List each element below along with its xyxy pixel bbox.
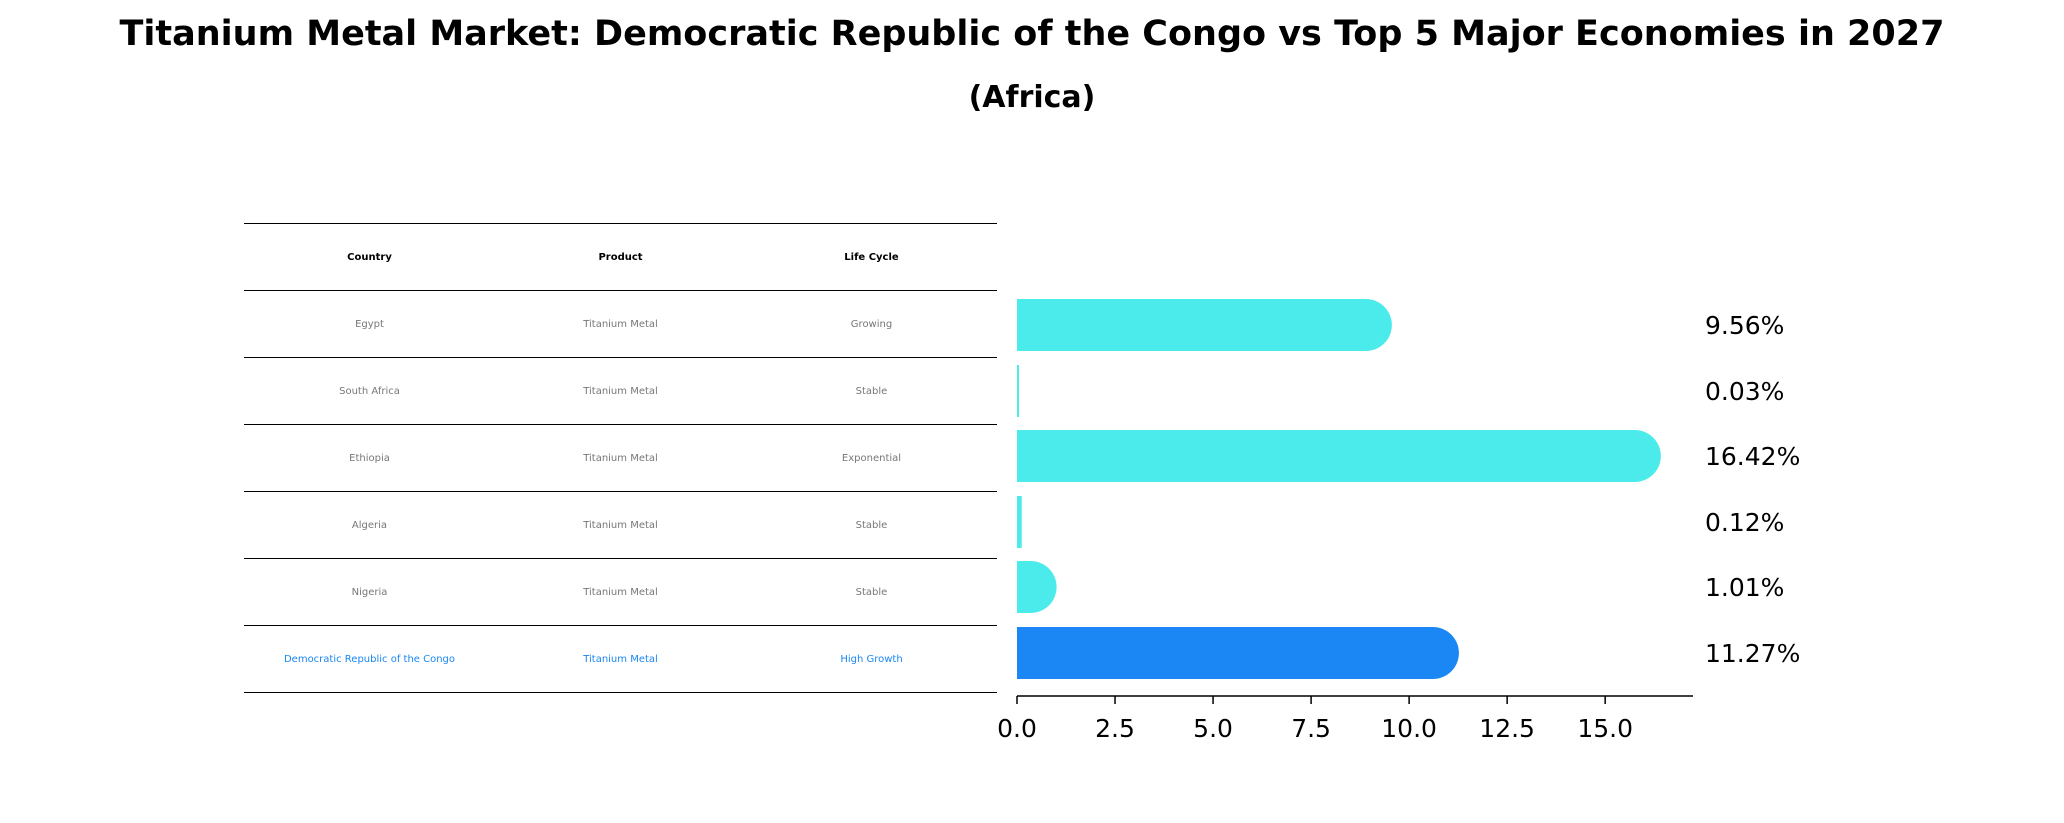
bar-value-label: 0.03%: [1705, 377, 1784, 406]
table-row: Algeria Titanium Metal Stable: [244, 491, 997, 559]
bar-value-label: 9.56%: [1705, 311, 1784, 340]
table-cell-country: Nigeria: [244, 558, 495, 626]
col-header-life-cycle: Life Cycle: [746, 223, 997, 291]
bar: [1017, 299, 1392, 351]
table-cell-life-cycle: Stable: [746, 357, 997, 425]
table-header-row: Country Product Life Cycle: [244, 223, 997, 291]
table-cell-country: Egypt: [244, 290, 495, 358]
table-cell-country: Algeria: [244, 491, 495, 559]
bar: [1017, 561, 1057, 613]
col-header-country: Country: [244, 223, 495, 291]
x-tick-label: 2.5: [1095, 714, 1135, 743]
chart-title: Titanium Metal Market: Democratic Republ…: [119, 14, 1945, 54]
table-cell-life-cycle: High Growth: [746, 625, 997, 693]
bar-value-label: 0.12%: [1705, 508, 1784, 537]
country-table: Country Product Life Cycle Egypt Titaniu…: [244, 223, 997, 693]
x-tick-label: 5.0: [1193, 714, 1233, 743]
table-row: Egypt Titanium Metal Growing: [244, 290, 997, 358]
chart-subtitle: (Africa): [968, 80, 1096, 115]
table-cell-product: Titanium Metal: [495, 625, 746, 693]
x-tick-label: 7.5: [1291, 714, 1331, 743]
x-tick-label: 15.0: [1577, 714, 1633, 743]
x-tick-label: 0.0: [997, 714, 1037, 743]
x-tick-label: 12.5: [1479, 714, 1535, 743]
bar-value-label: 11.27%: [1705, 639, 1800, 668]
col-header-product: Product: [495, 223, 746, 291]
bar: [1017, 430, 1661, 482]
table-row-highlighted: Democratic Republic of the Congo Titaniu…: [244, 625, 997, 693]
bar-value-label: 1.01%: [1705, 573, 1784, 602]
x-tick-label: 10.0: [1381, 714, 1437, 743]
table-cell-product: Titanium Metal: [495, 290, 746, 358]
table-cell-life-cycle: Growing: [746, 290, 997, 358]
table-cell-product: Titanium Metal: [495, 357, 746, 425]
bar: [1017, 365, 1019, 417]
bar: [1017, 627, 1459, 679]
bar-value-label: 16.42%: [1705, 442, 1800, 471]
table-cell-country: Democratic Republic of the Congo: [244, 625, 495, 693]
table-row: South Africa Titanium Metal Stable: [244, 357, 997, 425]
bar: [1017, 496, 1022, 548]
table-cell-life-cycle: Stable: [746, 491, 997, 559]
table-cell-product: Titanium Metal: [495, 558, 746, 626]
table-cell-country: Ethiopia: [244, 424, 495, 492]
table-cell-product: Titanium Metal: [495, 491, 746, 559]
